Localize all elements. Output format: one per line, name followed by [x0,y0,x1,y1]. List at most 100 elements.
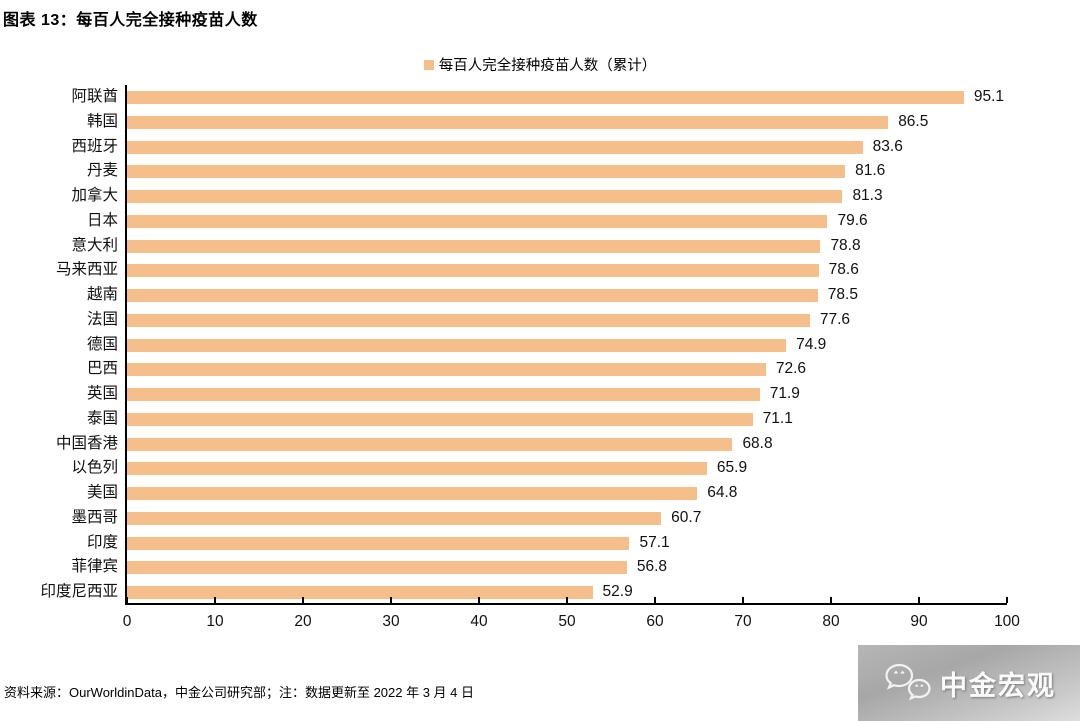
legend-label: 每百人完全接种疫苗人数（累计） [438,58,657,74]
bar-row: 日本 79.6 [87,209,1007,234]
value-label: 78.5 [827,286,858,304]
category-label: 菲律宾 [71,558,118,576]
bar [127,561,627,575]
bar [127,289,818,303]
bar-row: 西班牙 83.6 [71,135,1007,160]
x-axis-tick [1006,597,1008,603]
legend-marker-icon [423,59,434,70]
bar [127,239,821,253]
bar [127,536,630,550]
value-label: 79.6 [837,211,868,229]
category-label: 阿联酋 [71,88,118,105]
page-title: 图表 13：每百人完全接种疫苗人数 [3,12,258,29]
x-axis-tick [214,597,216,603]
bar [127,91,964,104]
category-label: 越南 [86,286,118,304]
value-label: 64.8 [707,484,738,502]
value-label: 78.6 [828,261,859,279]
x-tick-label: 10 [206,613,224,630]
bar [127,313,810,327]
value-label: 81.6 [855,162,886,180]
plot-area: 阿联酋 95.1 韩国 86.5 西班牙 83.6 丹麦 81.6 加拿大 81.3 日本 79.6 意… [40,85,1020,630]
bar [127,462,707,476]
bar-row: 美国 64.8 [87,481,1007,506]
category-label: 墨西哥 [71,508,118,526]
x-axis-tick [830,597,832,603]
x-axis-tick [654,597,656,603]
bar [127,412,753,426]
category-label: 美国 [86,484,118,502]
bar-row: 泰国 71.1 [87,407,1007,432]
bar [127,388,760,402]
bar [127,190,843,204]
value-label: 71.9 [769,385,800,403]
value-label: 83.6 [872,137,903,155]
value-label: 71.1 [762,409,793,427]
value-label: 56.8 [636,558,667,576]
wechat-icon [885,663,931,701]
value-label: 95.1 [973,88,1005,105]
x-tick-label: 70 [734,613,752,630]
bar-row: 丹麦 81.6 [87,159,1007,184]
category-label: 韩国 [86,112,118,130]
watermark-label: 中金宏观 [940,670,1056,701]
bar [127,264,819,278]
bar-row: 墨西哥 60.7 [71,506,1007,531]
bar-row: 印度尼西亚 52.9 [40,580,1007,605]
bar [127,115,889,129]
x-tick-label: 30 [382,613,400,630]
x-axis-tick [126,597,128,603]
category-label: 加拿大 [71,187,118,205]
x-axis-tick [566,597,568,603]
x-tick-label: 50 [558,613,576,630]
category-label: 泰国 [86,409,118,427]
bar-row: 越南 78.5 [87,283,1007,308]
bar-row: 中国香港 68.8 [56,432,1007,457]
bar-row: 巴西 72.6 [87,357,1007,382]
category-label: 中国香港 [55,434,118,452]
bar [127,487,698,501]
source-note: 资料来源：OurWorldinData，中金公司研究部；注：数据更新至 2022… [4,685,475,700]
value-label: 78.8 [830,236,861,254]
x-axis-tick [742,597,744,603]
value-label: 86.5 [898,112,929,130]
x-tick-label: 100 [994,613,1020,630]
bar [127,338,787,352]
bar-row: 以色列 65.9 [71,456,1007,481]
bar [127,140,863,154]
value-label: 52.9 [602,583,633,601]
category-label: 丹麦 [86,162,118,180]
bar-row: 菲律宾 56.8 [71,555,1007,580]
x-tick-label: 80 [822,613,840,630]
bar [127,363,766,377]
x-tick-label: 40 [470,613,488,630]
legend: 每百人完全接种疫苗人数（累计） [0,54,1080,75]
x-axis-tick [918,597,920,603]
value-label: 65.9 [716,459,748,477]
x-tick-label: 90 [910,613,928,630]
x-tick-label: 0 [122,613,132,630]
watermark: 中金宏观 [858,645,1080,721]
value-label: 72.6 [775,360,807,378]
bar-row: 阿联酋 95.1 [71,85,1007,110]
category-label: 法国 [86,310,118,328]
category-label: 印度 [86,533,118,551]
bar-row: 印度 57.1 [87,531,1007,556]
bar-row: 意大利 78.8 [71,234,1007,259]
value-label: 74.9 [796,335,827,353]
bar [127,165,846,179]
value-label: 57.1 [639,533,670,551]
bar [127,586,593,600]
bar-row: 英国 71.9 [87,382,1007,407]
bar [127,437,733,451]
category-label: 意大利 [71,236,118,254]
value-label: 68.8 [742,434,773,452]
category-label: 马来西亚 [55,261,118,279]
bar [127,511,662,525]
x-tick-label: 60 [646,613,664,630]
bar-row: 韩国 86.5 [87,110,1007,135]
x-tick-label: 20 [294,613,312,630]
bar-row: 法国 77.6 [87,308,1007,333]
category-label: 以色列 [71,459,118,477]
bar-row: 马来西亚 78.6 [56,258,1007,283]
